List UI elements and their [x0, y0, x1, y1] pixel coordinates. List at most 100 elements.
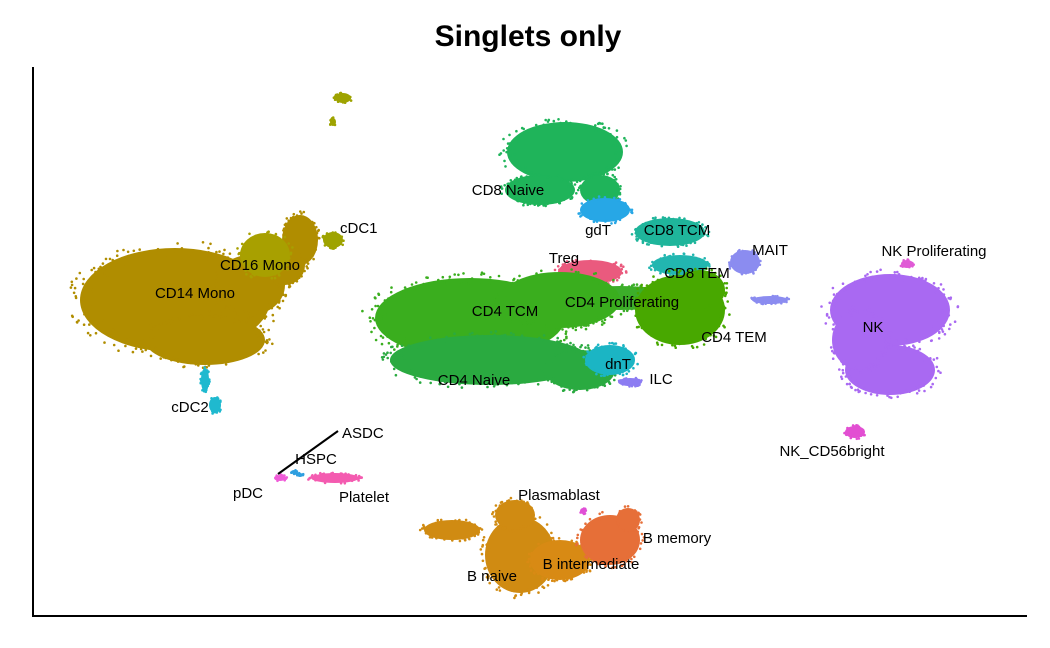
- scatter-point: [496, 383, 500, 386]
- scatter-point: [582, 355, 585, 359]
- scatter-point: [509, 145, 512, 148]
- scatter-point: [527, 524, 530, 528]
- scatter-point: [820, 305, 823, 308]
- scatter-point: [939, 371, 942, 375]
- scatter-point: [632, 366, 635, 370]
- scatter-point: [289, 251, 293, 255]
- scatter-point: [611, 173, 615, 177]
- scatter-point: [232, 306, 235, 310]
- scatter-point: [850, 386, 853, 390]
- scatter-point: [835, 301, 838, 305]
- scatter-point: [624, 377, 628, 380]
- scatter-point: [937, 369, 940, 373]
- scatter-point: [389, 351, 393, 355]
- scatter-point: [238, 320, 241, 324]
- scatter-point: [380, 317, 383, 321]
- scatter-point: [656, 278, 660, 282]
- scatter-point: [620, 564, 624, 568]
- scatter-point: [170, 358, 173, 362]
- scatter-point: [508, 133, 511, 137]
- scatter-point: [494, 330, 498, 333]
- scatter-point: [527, 503, 530, 506]
- scatter-point: [851, 305, 855, 309]
- scatter-point: [719, 292, 723, 296]
- scatter-point: [514, 594, 518, 597]
- scatter-point: [603, 196, 607, 199]
- scatter-point: [634, 228, 637, 231]
- scatter-point: [282, 233, 285, 237]
- scatter-point: [508, 380, 511, 383]
- scatter-point: [929, 330, 933, 333]
- scatter-point: [550, 531, 553, 535]
- scatter-point: [492, 537, 496, 541]
- scatter-point: [379, 320, 383, 323]
- scatter-point: [853, 285, 856, 289]
- scatter-point: [627, 207, 630, 210]
- scatter-point: [606, 345, 610, 349]
- scatter-point: [586, 127, 590, 130]
- scatter-point: [608, 516, 612, 519]
- scatter-point: [940, 328, 944, 331]
- scatter-point: [949, 297, 952, 301]
- scatter-point: [622, 563, 626, 566]
- scatter-point: [379, 314, 383, 317]
- scatter-point: [705, 267, 708, 271]
- scatter-point: [645, 290, 649, 294]
- scatter-point: [588, 569, 592, 572]
- scatter-point: [536, 383, 540, 386]
- scatter-point: [948, 327, 951, 331]
- scatter-point: [279, 473, 283, 477]
- scatter-point: [104, 257, 108, 261]
- scatter-point: [240, 242, 244, 246]
- scatter-point: [886, 343, 890, 346]
- scatter-point: [461, 537, 465, 540]
- scatter-point: [661, 216, 665, 219]
- scatter-point: [500, 187, 504, 190]
- scatter-point: [629, 361, 633, 364]
- scatter-point: [496, 525, 500, 528]
- scatter-point: [134, 347, 138, 350]
- cluster-label: CD16 Mono: [220, 257, 300, 274]
- scatter-point: [340, 92, 343, 96]
- scatter-point: [576, 542, 579, 545]
- scatter-point: [423, 527, 427, 530]
- scatter-point: [89, 334, 92, 337]
- scatter-point: [710, 268, 713, 272]
- scatter-point: [624, 213, 628, 216]
- scatter-point: [644, 286, 647, 290]
- scatter-point: [83, 312, 86, 316]
- scatter-point: [594, 124, 597, 127]
- scatter-point: [673, 339, 676, 343]
- scatter-point: [586, 344, 590, 347]
- scatter-point: [667, 216, 671, 220]
- cluster-mait: [728, 248, 791, 306]
- scatter-point: [879, 268, 882, 272]
- scatter-point: [551, 540, 555, 544]
- scatter-point: [910, 275, 913, 279]
- scatter-point: [509, 315, 513, 319]
- scatter-point: [644, 221, 648, 225]
- scatter-point: [237, 252, 240, 256]
- scatter-point: [587, 524, 591, 527]
- scatter-point: [625, 556, 629, 560]
- scatter-point: [618, 187, 622, 191]
- scatter-point: [728, 261, 731, 264]
- scatter-point: [530, 174, 534, 177]
- scatter-point: [163, 351, 166, 355]
- scatter-point: [613, 175, 616, 179]
- scatter-point: [208, 310, 211, 313]
- scatter-point: [339, 242, 342, 245]
- scatter-point: [548, 575, 552, 578]
- scatter-point: [953, 320, 957, 324]
- scatter-point: [561, 328, 564, 331]
- scatter-point: [949, 323, 952, 326]
- scatter-point: [462, 272, 465, 275]
- scatter-point: [846, 369, 850, 373]
- scatter-point: [446, 385, 450, 389]
- scatter-point: [695, 345, 699, 349]
- scatter-point: [604, 565, 607, 568]
- scatter-point: [217, 265, 220, 269]
- scatter-point: [438, 382, 442, 386]
- scatter-point: [701, 258, 704, 262]
- scatter-point: [546, 176, 550, 179]
